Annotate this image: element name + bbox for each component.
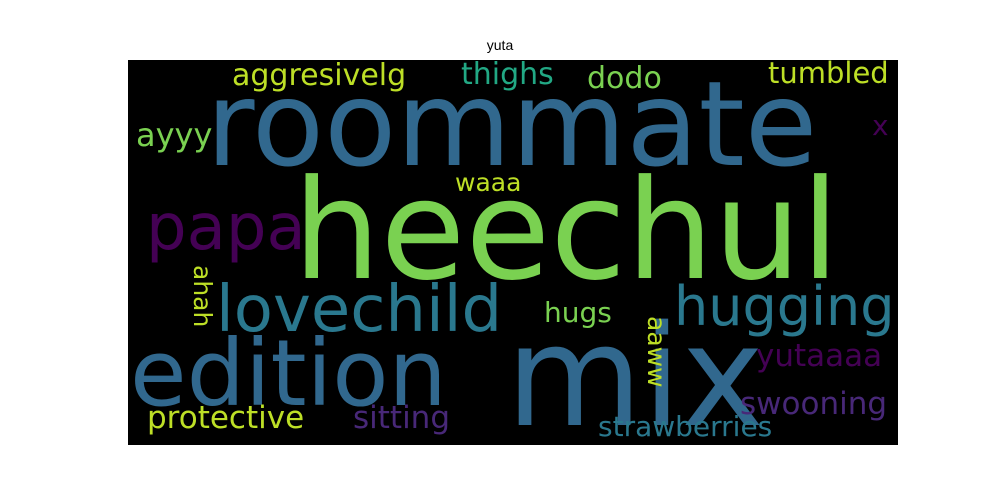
word-sitting: sitting (353, 400, 451, 436)
word-papa: papa (146, 191, 306, 265)
word-aaww: aaww (642, 316, 671, 388)
word-hugs: hugs (544, 296, 612, 329)
word-roommate: roommate (206, 60, 818, 193)
word-heechul: heechul (293, 150, 840, 311)
word-ahah: ahah (188, 265, 217, 328)
chart-title: yuta (486, 37, 514, 53)
word-swooning: swooning (740, 386, 888, 422)
word-strawberries: strawberries (598, 410, 773, 443)
word-protective: protective (147, 400, 305, 436)
word-hugging: hugging (674, 275, 895, 338)
word-tumbled: tumbled (768, 60, 889, 90)
word-x: x (872, 109, 889, 142)
word-ayyy: ayyy (136, 116, 213, 154)
word-lovechild: lovechild (216, 273, 503, 347)
word-edition: edition (130, 320, 447, 427)
word-waaa: waaa (455, 168, 522, 197)
word-yutaaaa: yutaaaa (756, 338, 883, 374)
word-dodo: dodo (587, 61, 662, 96)
word-thighs: thighs (461, 60, 554, 92)
word-mix: mix (506, 296, 765, 446)
word-aggresivelg: aggresivelg (232, 60, 407, 93)
word-cloud: roommate heechul mix edition lovechild h… (128, 60, 898, 445)
